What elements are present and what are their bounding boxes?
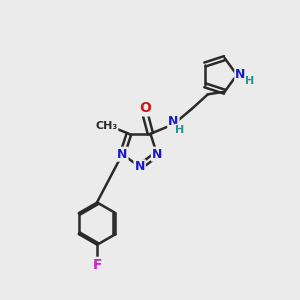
Text: N: N	[168, 116, 178, 128]
Text: CH₃: CH₃	[95, 121, 117, 131]
Text: H: H	[175, 124, 184, 135]
Text: N: N	[117, 148, 128, 161]
Text: N: N	[235, 68, 246, 81]
Text: H: H	[245, 76, 255, 86]
Text: N: N	[134, 160, 145, 173]
Text: F: F	[92, 258, 102, 272]
Text: N: N	[152, 148, 162, 161]
Text: O: O	[139, 101, 151, 116]
